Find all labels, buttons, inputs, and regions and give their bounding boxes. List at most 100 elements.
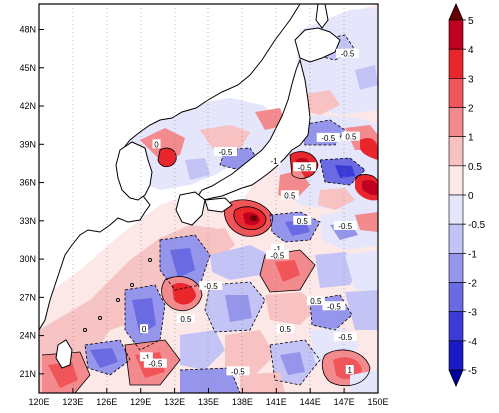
colorbar-level-label: -1	[468, 249, 477, 260]
colorbar-segment	[448, 340, 464, 371]
colorbar-segment	[448, 194, 464, 225]
contour-label: -0.5	[321, 134, 335, 143]
contour-label-box	[316, 132, 340, 142]
lon-tick-label: 141E	[266, 397, 287, 407]
colorbar-segment	[448, 165, 464, 196]
colorbar-level-label: -5	[468, 366, 477, 377]
lat-tick-label: 36N	[19, 178, 36, 188]
contour-label: 0.5	[284, 191, 296, 200]
contour-label-box	[333, 220, 357, 230]
field-layer: -0.50.5-0.5-1-0.50.5-0.5-0.50.5-1-0.5-0.…	[39, 4, 378, 393]
contour-label-box	[265, 250, 289, 260]
contour-label: 0.5	[297, 217, 309, 226]
colorbar-segment	[448, 253, 464, 283]
lat-tick-label: 21N	[19, 369, 36, 379]
contour-label-box	[280, 190, 299, 200]
lon-tick-label: 135E	[198, 397, 219, 407]
contour-label: -0.5	[231, 367, 245, 376]
lat-tick-label: 33N	[19, 216, 36, 226]
contour-label-box	[293, 215, 312, 225]
lon-tick-label: 138E	[232, 397, 253, 407]
contour-label: -0.5	[327, 302, 341, 311]
contour-label-box	[276, 324, 295, 334]
colorbar-level-label: -4	[468, 337, 477, 348]
land-layer	[39, 4, 341, 369]
lat-tick-label: 45N	[19, 63, 36, 73]
contour-label-box	[322, 301, 346, 311]
contour-label: -1	[143, 353, 151, 362]
lon-tick-label: 126E	[96, 397, 117, 407]
lon-tick-label: 144E	[300, 397, 321, 407]
colorbar-level-label: 3	[468, 74, 474, 85]
colorbar-bottom-arrow	[448, 369, 464, 387]
colorbar-level-label: 4	[468, 45, 474, 56]
contour-label: -1	[274, 245, 282, 254]
lon-tick-label: 129E	[130, 397, 151, 407]
contour-label: 0.5	[280, 325, 292, 334]
contour-label: 1	[348, 366, 353, 375]
lat-tick-label: 42N	[19, 101, 36, 111]
contour-label: -0.5	[338, 222, 352, 231]
lat-tick-label: 24N	[19, 331, 36, 341]
contour-labels: -0.50.5-0.5-1-0.50.5-0.5-0.50.5-1-0.5-0.…	[139, 48, 360, 376]
colorbar: 5 4 3 2 1 0.5 0 -0.5 -1 -2 -3 -4 -5	[448, 3, 486, 387]
colorbar-level-label: 0	[468, 191, 474, 202]
contour-label: -0.5	[148, 360, 162, 369]
latitude-axis: 48N 45N 42N 39N 36N 33N 30N 27N 24N 21N	[19, 25, 44, 379]
lon-tick-label: 123E	[62, 397, 83, 407]
lat-tick-label: 39N	[19, 139, 36, 149]
contour-label-box	[139, 352, 153, 362]
contour-label-box	[213, 146, 237, 156]
colorbar-segment	[448, 282, 464, 312]
colorbar-level-label: -3	[468, 308, 477, 319]
colorbar-level-label: -0.5	[468, 220, 486, 231]
contour-label-box	[333, 331, 357, 341]
lat-tick-label: 27N	[19, 292, 36, 302]
contour-label-box	[270, 243, 284, 253]
colorbar-segment	[448, 48, 464, 79]
contour-label-box	[335, 48, 359, 58]
colorbar-segment	[448, 107, 464, 137]
lon-tick-label: 147E	[334, 397, 355, 407]
contour-label: -0.5	[219, 148, 233, 157]
colorbar-segment	[448, 223, 464, 254]
contour-label-box	[199, 280, 223, 290]
colorbar-level-label: 0.5	[468, 162, 482, 173]
contour-label: -0.5	[271, 251, 285, 260]
contour-label-box	[176, 314, 195, 324]
colorbar-segment	[448, 78, 464, 108]
contour-label: -0.5	[204, 282, 218, 291]
contour-label: 0.5	[180, 315, 192, 324]
contour-label-box	[143, 358, 167, 368]
colorbar-segment	[448, 311, 464, 342]
colorbar-segment	[448, 19, 464, 50]
lat-tick-label: 30N	[19, 254, 36, 264]
contour-label: -0.5	[338, 333, 352, 342]
contour-label-box	[152, 139, 161, 149]
contour-label-box	[341, 131, 360, 141]
contour-label: -0.5	[298, 163, 312, 172]
colorbar-level-label: 5	[468, 16, 474, 27]
colorbar-top-arrow	[448, 3, 464, 21]
contour-label-box	[345, 365, 354, 375]
colorbar-level-label: 2	[468, 104, 474, 115]
lat-tick-label: 48N	[19, 25, 36, 35]
contour-label: -1	[270, 157, 278, 166]
contour-label-box	[293, 162, 317, 172]
colorbar-level-label: 1	[468, 133, 474, 144]
lon-tick-label: 120E	[28, 397, 49, 407]
contour-label-box	[140, 324, 149, 334]
contour-label: 0	[142, 325, 147, 334]
contour-label: -0.5	[341, 50, 355, 59]
colorbar-level-label: -2	[468, 279, 477, 290]
contour-label: 0	[154, 140, 159, 149]
contour-label: 0.5	[310, 297, 322, 306]
longitude-axis: 120E 123E 126E 129E 132E 135E 138E 141E 144E 147E…	[28, 388, 389, 407]
colorbar-segment	[448, 136, 464, 167]
contour-label-box	[267, 155, 281, 165]
lon-tick-label: 132E	[164, 397, 185, 407]
lon-tick-label: 150E	[367, 397, 388, 407]
contour-label-box	[306, 296, 325, 306]
